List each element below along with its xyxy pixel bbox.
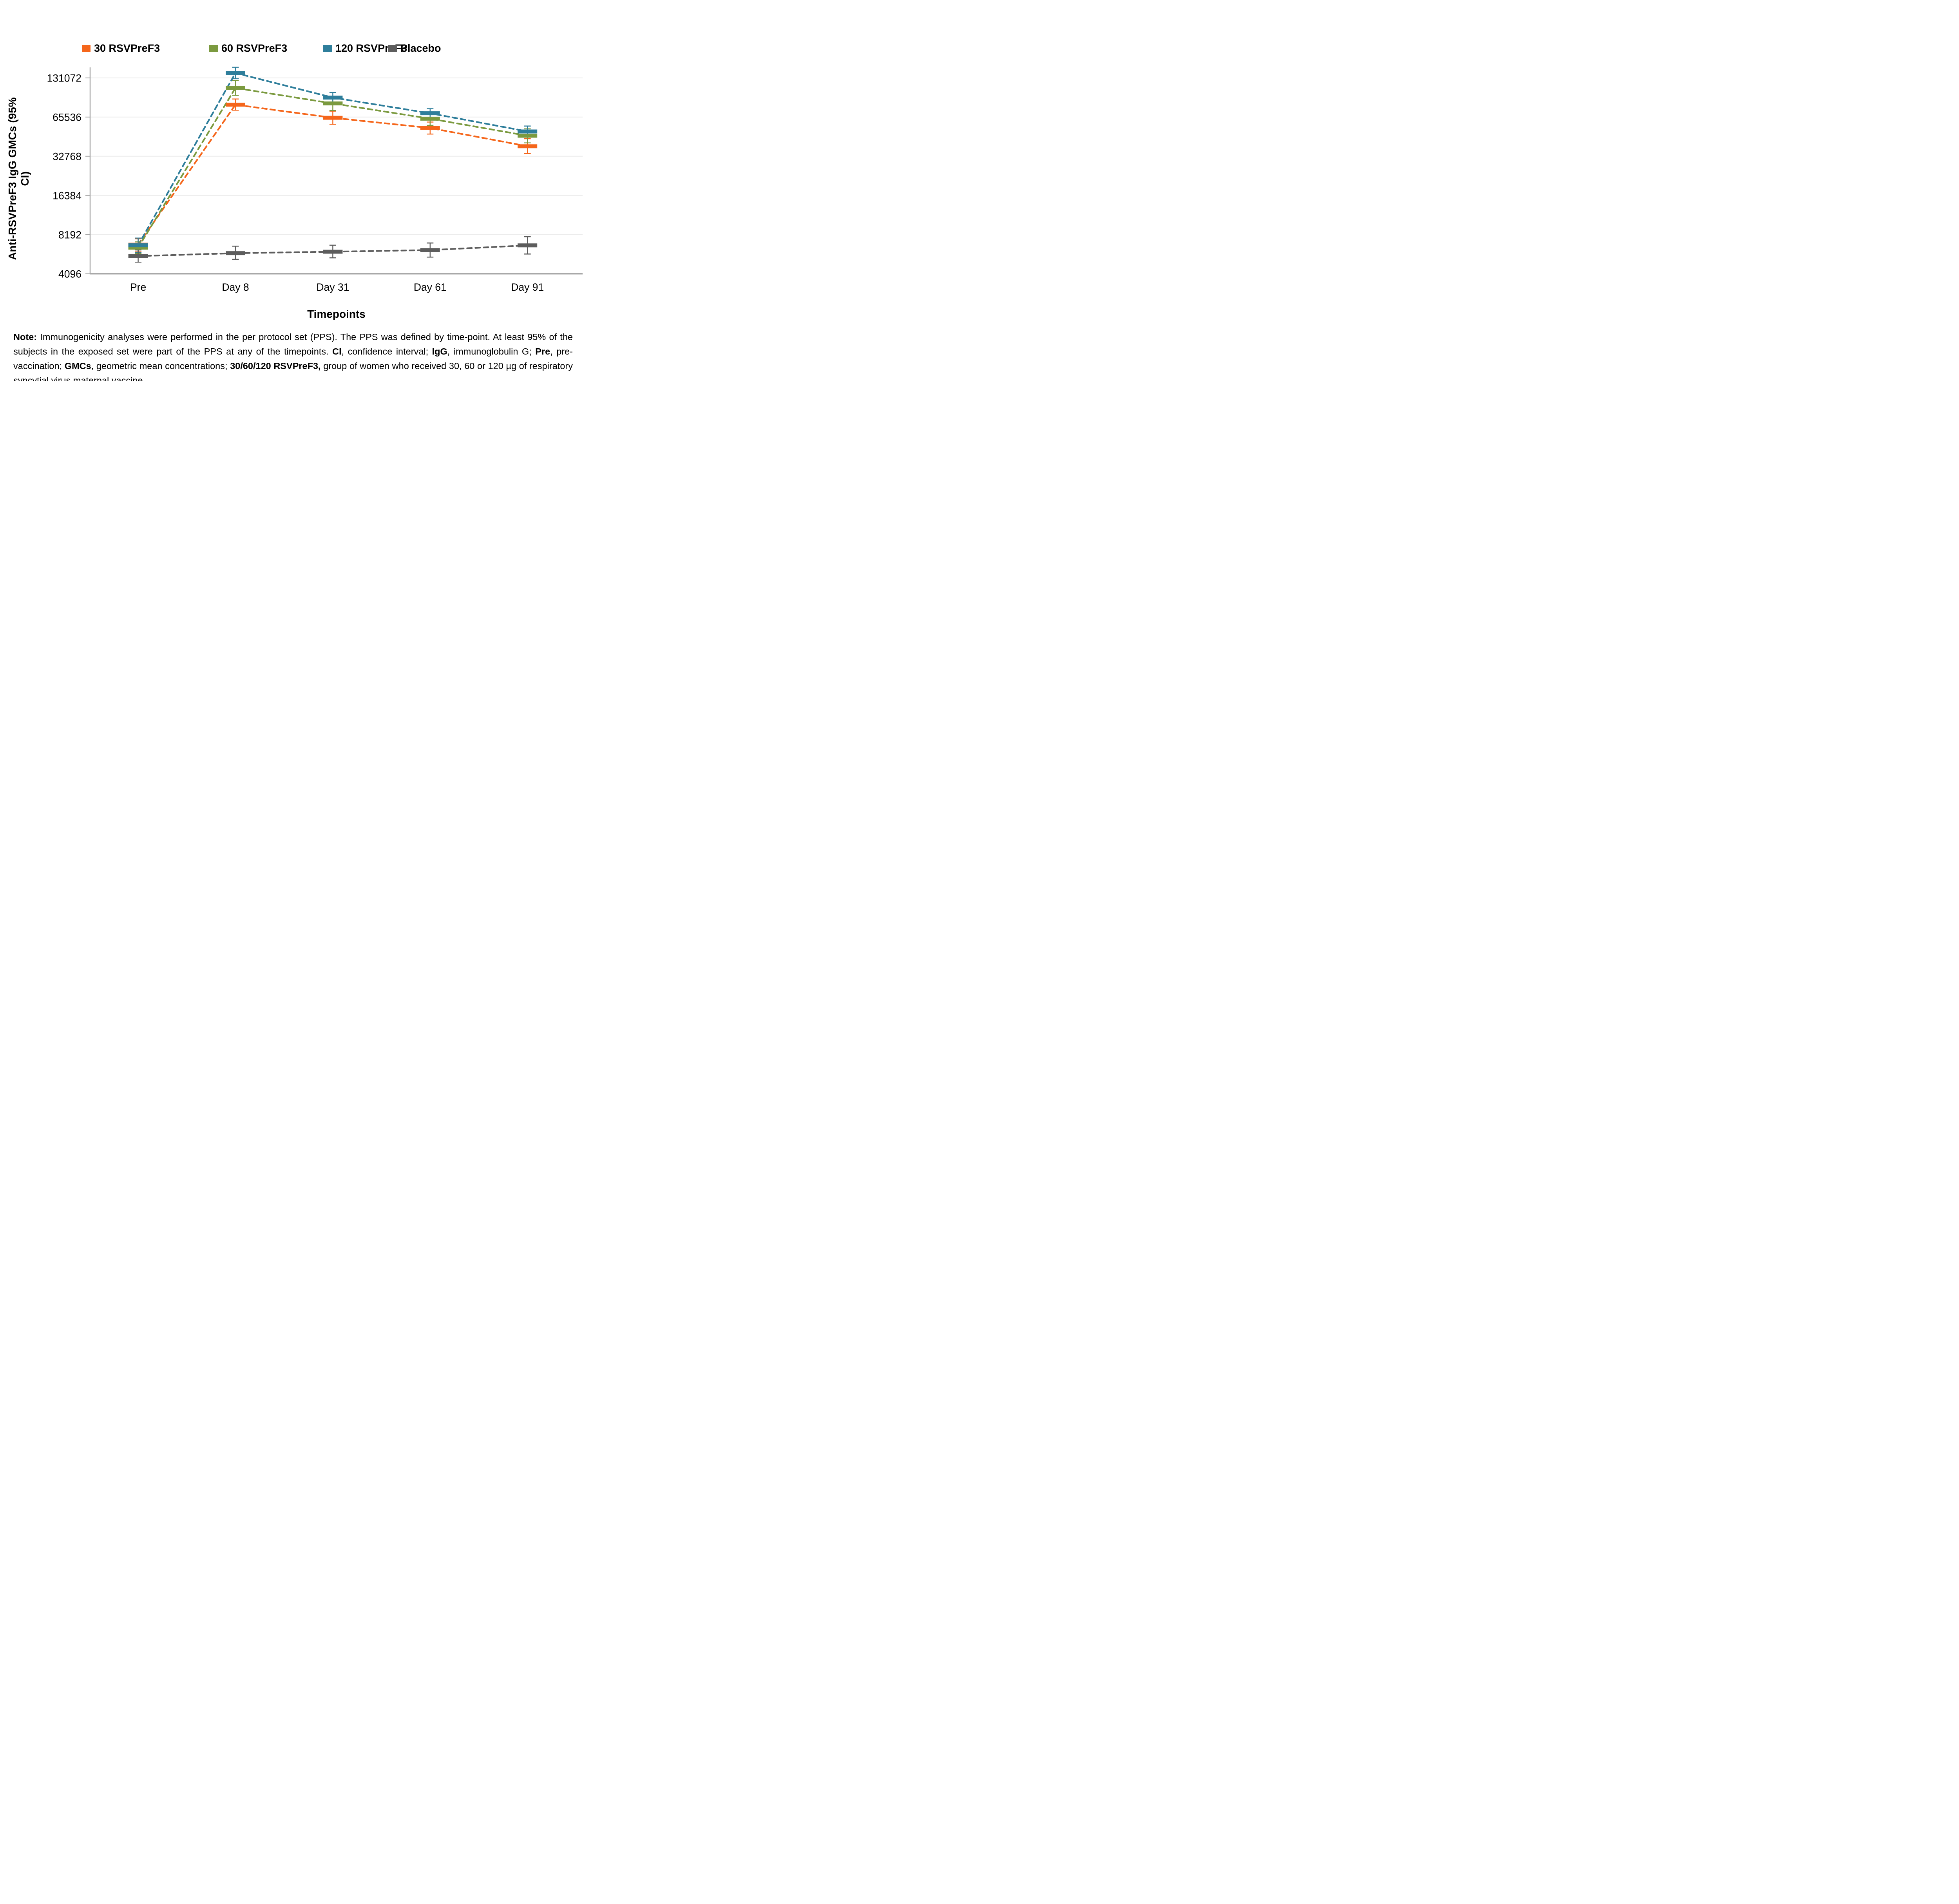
note-text: group of women who received 30, 60 or 12… bbox=[13, 361, 573, 381]
series-bar-120-rsvpref3-pre bbox=[128, 243, 148, 248]
x-axis-title: Timepoints bbox=[307, 308, 366, 320]
series-bar-placebo-day-91 bbox=[518, 243, 538, 248]
series-bar-60-rsvpref3-day-8 bbox=[226, 86, 245, 90]
series-bar-placebo-day-61 bbox=[420, 248, 440, 252]
note-term: CI bbox=[332, 346, 342, 357]
note-term: IgG bbox=[432, 346, 447, 357]
y-tick-label-131072: 131072 bbox=[47, 72, 81, 84]
series-bar-60-rsvpref3-day-91 bbox=[518, 134, 538, 138]
series-bar-placebo-pre bbox=[128, 254, 148, 258]
series-bar-30-rsvpref3-day-91 bbox=[518, 144, 538, 148]
series-bar-120-rsvpref3-day-31 bbox=[323, 96, 343, 100]
legend-label-60-rsvpref3: 60 RSVPreF3 bbox=[221, 42, 288, 54]
note-text: , immunoglobulin G; bbox=[447, 346, 536, 357]
series-bar-60-rsvpref3-pre bbox=[128, 246, 148, 250]
figure-note: Note: Immunogenicity analyses were perfo… bbox=[13, 330, 573, 381]
x-tick-label-day-8: Day 8 bbox=[222, 281, 249, 293]
x-tick-label-day-61: Day 61 bbox=[414, 281, 447, 293]
note-term: 30/60/120 RSVPreF3, bbox=[230, 361, 321, 371]
legend-label-placebo: Placebo bbox=[400, 42, 441, 54]
series-bar-placebo-day-8 bbox=[226, 251, 245, 255]
series-bar-30-rsvpref3-day-8 bbox=[226, 103, 245, 107]
series-line-60-rsvpref3 bbox=[137, 87, 529, 249]
gmc-line-chart: 131072 65536 32768 16384 8192 4096 Pre Day 8 Day… bbox=[47, 67, 583, 293]
note-term: Note: bbox=[13, 332, 37, 342]
legend-swatch-60-rsvpref3 bbox=[209, 45, 218, 52]
series-bar-placebo-day-31 bbox=[323, 250, 343, 254]
series-bar-120-rsvpref3-day-61 bbox=[420, 111, 440, 116]
y-tick-label-16384: 16384 bbox=[53, 190, 81, 201]
series-bar-30-rsvpref3-day-31 bbox=[323, 116, 343, 120]
legend-item-placebo: Placebo bbox=[388, 43, 441, 53]
note-term: Pre bbox=[535, 346, 550, 357]
y-tick-label-32768: 32768 bbox=[53, 150, 81, 162]
legend-swatch-120-rsvpref3 bbox=[323, 45, 332, 52]
x-tick-label-pre: Pre bbox=[130, 281, 146, 293]
y-tick-label-65536: 65536 bbox=[53, 111, 81, 123]
note-text: , pre-vaccination; bbox=[13, 346, 573, 371]
legend-item-30-rsvpref3: 30 RSVPreF3 bbox=[82, 43, 160, 53]
series-bar-120-rsvpref3-day-8 bbox=[226, 71, 245, 75]
legend-swatch-placebo bbox=[388, 45, 397, 52]
series-bar-120-rsvpref3-day-91 bbox=[518, 129, 538, 134]
y-tick-label-4096: 4096 bbox=[58, 268, 81, 280]
series-bar-30-rsvpref3-day-61 bbox=[420, 126, 440, 130]
note-text: , confidence interval; bbox=[341, 346, 432, 357]
note-text: , geometric mean concentrations; bbox=[91, 361, 230, 371]
legend-label-30-rsvpref3: 30 RSVPreF3 bbox=[94, 42, 160, 54]
note-term: GMCs bbox=[64, 361, 91, 371]
y-axis-title: Anti-RSVPreF3 IgG GMCs (95% CI) bbox=[6, 97, 31, 260]
x-tick-label-day-91: Day 91 bbox=[511, 281, 544, 293]
legend-item-60-rsvpref3: 60 RSVPreF3 bbox=[209, 43, 287, 53]
legend-swatch-30-rsvpref3 bbox=[82, 45, 91, 52]
x-tick-label-day-31: Day 31 bbox=[316, 281, 349, 293]
y-tick-label-8192: 8192 bbox=[58, 229, 81, 241]
series-bar-60-rsvpref3-day-31 bbox=[323, 101, 343, 106]
note-text: Immunogenicity analyses were performed i… bbox=[13, 332, 573, 357]
figure-page: 30 RSVPreF3 60 RSVPreF3 120 RSVPreF3 Pla… bbox=[0, 0, 586, 381]
series-bar-60-rsvpref3-day-61 bbox=[420, 116, 440, 121]
